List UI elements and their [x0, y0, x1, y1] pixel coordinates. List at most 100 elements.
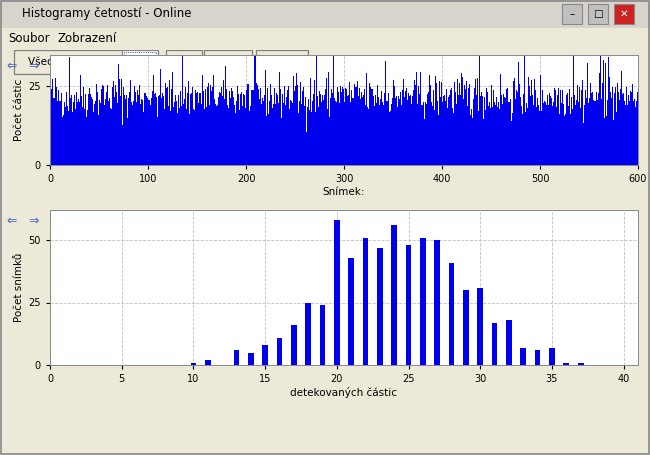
Bar [521, 348, 526, 365]
Bar [538, 106, 539, 165]
Bar [518, 62, 519, 165]
Bar [484, 97, 485, 165]
Bar [486, 88, 487, 165]
Bar [187, 93, 188, 165]
Bar [190, 93, 192, 165]
Text: G: G [188, 216, 196, 226]
Text: A: A [211, 216, 217, 226]
Bar [265, 71, 266, 165]
Bar [470, 115, 471, 165]
Bar [524, 46, 525, 165]
Bar [375, 95, 376, 165]
Bar [332, 93, 333, 165]
Bar [393, 80, 395, 165]
Bar [480, 96, 481, 165]
Bar [560, 90, 561, 165]
Text: Ostatní: Ostatní [263, 57, 301, 67]
X-axis label: Snímek:: Snímek: [323, 187, 365, 197]
Bar [162, 92, 163, 165]
Bar [55, 78, 57, 165]
Bar [502, 104, 503, 165]
Bar [320, 94, 321, 165]
Bar [76, 92, 77, 165]
Bar [516, 90, 517, 165]
Bar [258, 89, 259, 165]
Bar [286, 97, 287, 165]
Bar [117, 103, 118, 165]
Bar [619, 101, 620, 165]
Bar [469, 84, 470, 165]
Bar [577, 85, 578, 165]
Bar [343, 105, 344, 165]
Bar [122, 125, 123, 165]
Bar [70, 98, 71, 165]
Bar [79, 102, 80, 165]
Bar [146, 98, 148, 165]
Bar [314, 80, 315, 165]
Bar [210, 85, 211, 165]
Bar [284, 86, 285, 165]
Bar [213, 75, 214, 165]
Bar [153, 75, 154, 165]
Bar [584, 90, 586, 165]
Bar [127, 118, 128, 165]
Bar [391, 98, 393, 165]
Bar [209, 105, 210, 165]
Bar [319, 91, 320, 165]
Bar [290, 100, 291, 165]
Bar [270, 84, 271, 165]
Bar [0, 0, 650, 28]
Bar [543, 103, 545, 165]
Bar [497, 107, 499, 165]
Bar [616, 112, 617, 165]
Text: ⇑: ⇑ [73, 214, 83, 228]
Bar [233, 350, 239, 365]
Bar [103, 86, 105, 165]
Bar [162, 213, 178, 229]
Bar [373, 96, 374, 165]
Bar [64, 102, 65, 165]
Bar [613, 120, 614, 165]
Bar [609, 77, 610, 165]
X-axis label: detekovaných částic: detekovaných částic [291, 387, 398, 398]
Bar [622, 94, 623, 165]
Bar [478, 111, 479, 165]
Bar [114, 96, 115, 165]
Bar [289, 109, 290, 165]
Bar [181, 106, 182, 165]
Bar [323, 100, 324, 165]
Bar [555, 91, 556, 165]
Bar [472, 118, 473, 165]
Bar [63, 115, 64, 165]
Bar [205, 360, 211, 365]
Bar [364, 89, 365, 165]
Bar [205, 89, 206, 165]
Bar [188, 114, 190, 165]
Bar [563, 104, 564, 165]
Bar [60, 101, 61, 165]
Bar [93, 112, 94, 165]
Bar [184, 213, 200, 229]
Bar [204, 50, 252, 74]
Bar [578, 86, 580, 165]
Bar [571, 96, 572, 165]
Text: G: G [166, 61, 174, 71]
Bar [152, 91, 153, 165]
Bar [140, 100, 142, 165]
Bar [262, 98, 263, 165]
Bar [312, 101, 313, 165]
Bar [556, 106, 557, 165]
Bar [135, 92, 136, 165]
Bar [225, 66, 226, 165]
Bar [254, 54, 255, 165]
Bar [491, 86, 493, 165]
Bar [207, 87, 208, 165]
Bar [419, 94, 420, 165]
Bar [271, 95, 272, 165]
Bar [115, 85, 116, 165]
Bar [582, 123, 584, 165]
Bar [599, 73, 600, 165]
Bar [190, 363, 196, 365]
Bar [606, 116, 607, 165]
Bar [420, 72, 421, 165]
